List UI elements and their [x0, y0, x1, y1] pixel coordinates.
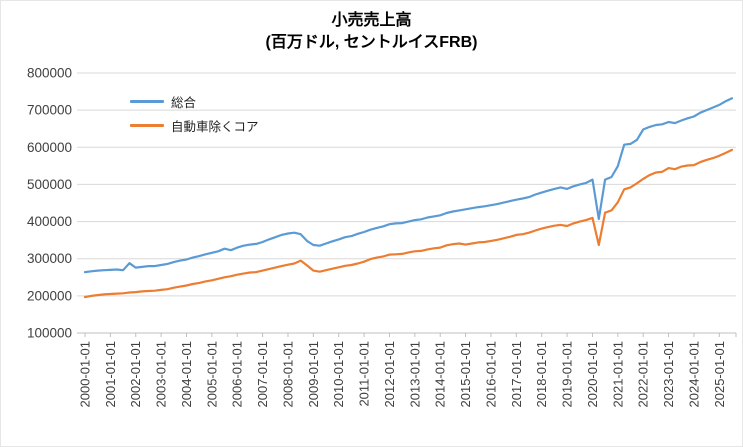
x-tick-label: 2022-01-01 — [636, 341, 651, 408]
x-tick-label: 2010-01-01 — [331, 341, 346, 408]
x-tick-label: 2023-01-01 — [661, 341, 676, 408]
series-line-total[interactable] — [83, 97, 734, 274]
x-tick-label: 2014-01-01 — [433, 341, 448, 408]
y-tick-label: 500000 — [27, 177, 72, 192]
x-tick-label: 2006-01-01 — [230, 341, 245, 408]
x-tick-label: 2016-01-01 — [483, 341, 498, 408]
chart-title: 小売売上高 (百万ドル, セントルイスFRB) — [1, 10, 742, 55]
chart-title-line2: (百万ドル, セントルイスFRB) — [265, 34, 478, 52]
x-tick-label: 2013-01-01 — [407, 341, 422, 408]
x-tick-label: 2019-01-01 — [560, 341, 575, 408]
x-tick-label: 2009-01-01 — [306, 341, 321, 408]
x-tick-label: 2021-01-01 — [610, 341, 625, 408]
legend-item-total[interactable]: 総合 — [130, 92, 259, 111]
x-tick-label: 2002-01-01 — [128, 341, 143, 408]
x-tick-label: 2017-01-01 — [509, 341, 524, 408]
y-tick-label: 700000 — [27, 103, 72, 118]
x-tick-label: 2020-01-01 — [585, 341, 600, 408]
legend-line-sample-total — [130, 100, 164, 103]
legend-label-ex-auto: 自動車除くコア — [171, 120, 259, 134]
x-tick-label: 2024-01-01 — [686, 341, 701, 408]
y-tick-label: 800000 — [27, 66, 72, 81]
y-tick-label: 100000 — [27, 326, 72, 341]
legend-item-ex-auto[interactable]: 自動車除くコア — [130, 116, 259, 135]
x-tick-label: 2011-01-01 — [357, 341, 372, 407]
y-tick-label: 200000 — [27, 288, 72, 303]
x-tick-label: 2008-01-01 — [280, 341, 295, 408]
legend-line-sample-ex-auto — [130, 124, 164, 127]
x-tick-label: 2003-01-01 — [154, 341, 169, 408]
x-tick-label: 2001-01-01 — [103, 341, 118, 408]
x-tick-label: 2005-01-01 — [204, 341, 219, 408]
y-tick-label: 600000 — [27, 140, 72, 155]
x-tick-label: 2012-01-01 — [382, 341, 397, 408]
x-tick-label: 2018-01-01 — [534, 341, 549, 408]
x-tick-label: 2007-01-01 — [255, 341, 270, 408]
x-tick-label: 2000-01-01 — [78, 341, 93, 408]
series-line-ex-auto[interactable] — [83, 148, 734, 299]
y-tick-label: 400000 — [27, 214, 72, 229]
x-tick-label: 2025-01-01 — [712, 341, 727, 408]
chart-title-line1: 小売売上高 — [331, 12, 412, 29]
x-tick-label: 2004-01-01 — [179, 341, 194, 408]
legend-label-total: 総合 — [171, 96, 197, 110]
legend: 総合 自動車除くコア — [130, 92, 259, 135]
x-tick-label: 2015-01-01 — [458, 341, 473, 408]
y-tick-label: 300000 — [27, 251, 72, 266]
